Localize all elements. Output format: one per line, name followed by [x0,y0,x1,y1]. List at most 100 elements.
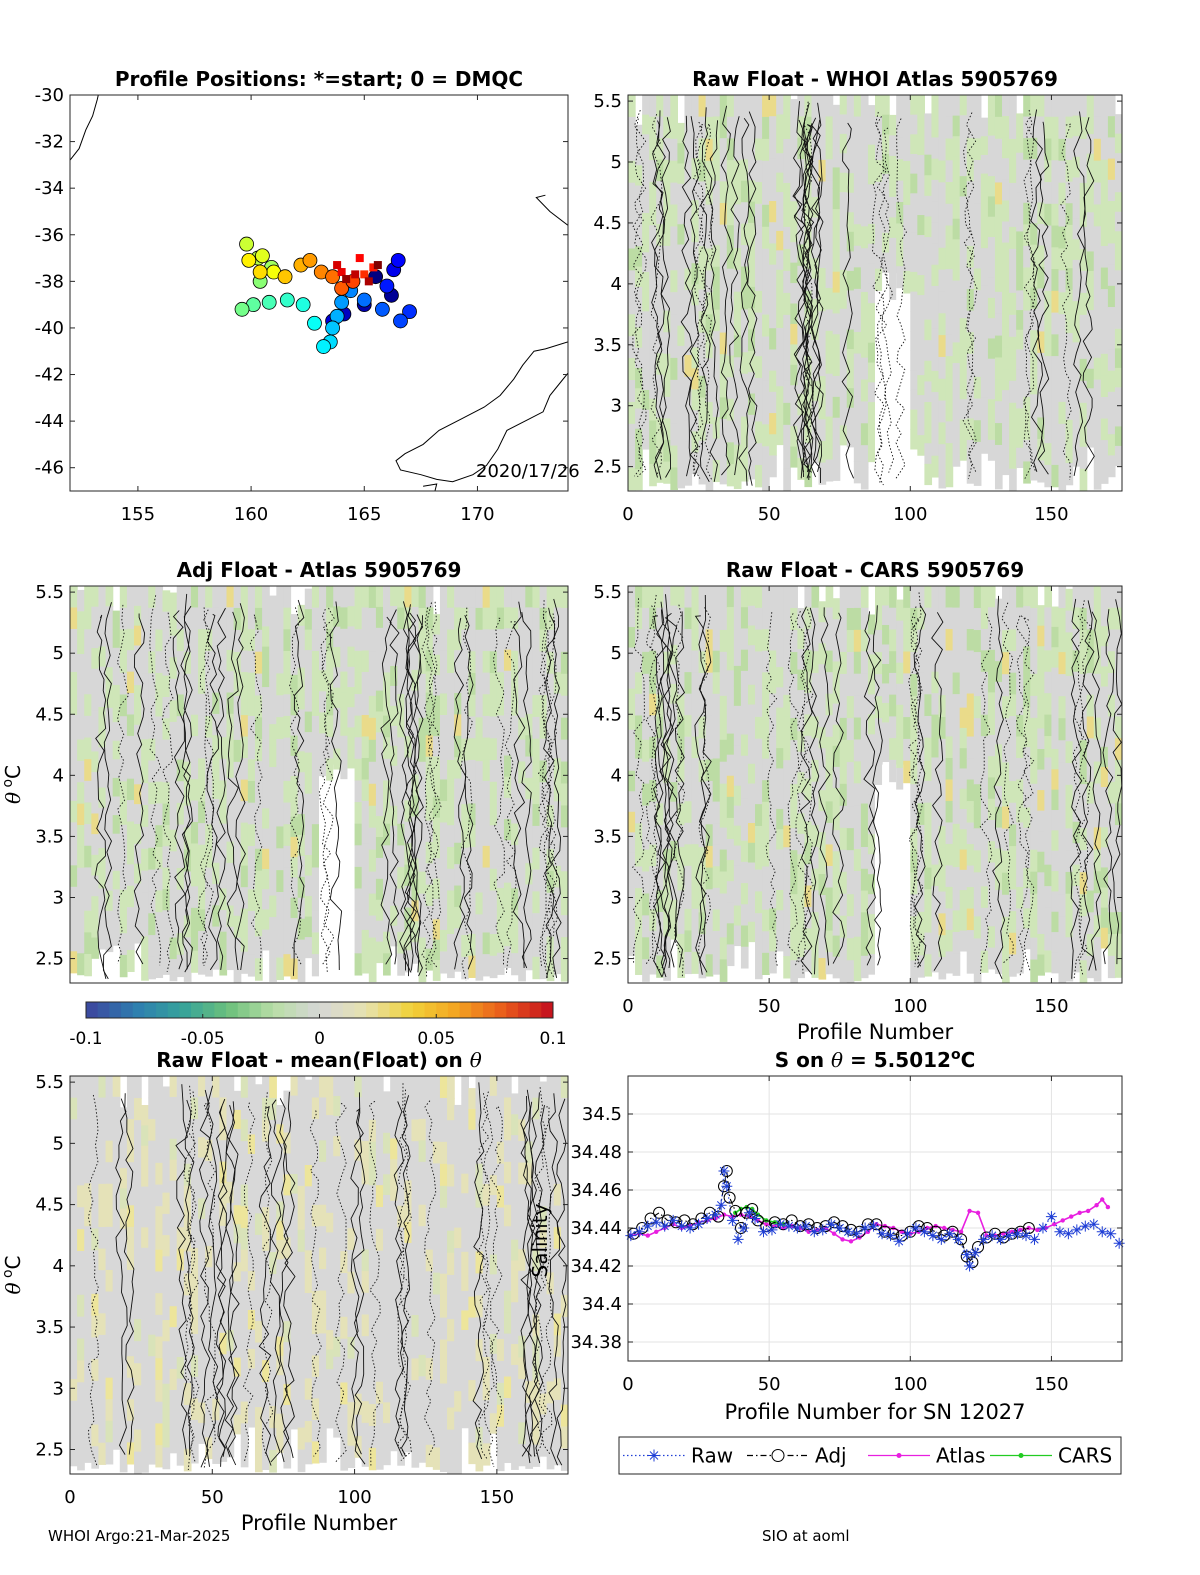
heat-cell [910,271,918,293]
heat-cell [532,869,541,892]
heat-cell [425,905,434,928]
heat-cell [867,243,876,265]
heat-cell [468,890,477,913]
heat-cell [1002,263,1010,286]
heat-cell [1030,761,1038,785]
heat-cell [931,843,940,866]
heat-cell [1030,827,1038,851]
heat-cell [134,843,142,865]
heat-cell [297,625,306,648]
heat-cell [1009,651,1017,674]
heat-cell [77,782,85,805]
track-point [255,248,270,264]
heat-cell [1030,586,1038,609]
heat-cell [468,846,477,870]
heat-cell [1093,739,1102,763]
heat-cell [846,173,855,194]
heat-cell [162,1362,171,1385]
heat-cell [797,710,806,732]
heat-cell [105,870,114,892]
heat-cell [1107,222,1116,245]
heat-cell [532,586,541,609]
heat-cell [240,629,249,652]
heat-cell [91,813,100,835]
heat-cell [712,331,721,354]
heat-cell [663,695,671,719]
heat-cell [1079,138,1088,162]
heat-cell [1114,955,1122,978]
heat-cell [560,607,568,631]
heat-cell [755,160,763,183]
heat-cell [628,647,636,669]
heat-cell [740,95,749,118]
heat-cell [790,630,798,653]
heat-cell [283,910,292,934]
heat-cell [447,890,455,913]
heat-cell [77,611,85,634]
heat-cell [105,1162,114,1185]
heat-cell [1107,179,1116,202]
heat-cell [482,889,491,912]
heat-cell [804,799,813,822]
heat-cell [183,1185,192,1209]
heat-cell [924,910,933,934]
heat-cell [269,874,277,897]
heat-cell [747,95,756,117]
heat-cell [198,1157,206,1179]
heat-cell [340,1185,349,1208]
heat-cell [1051,911,1060,933]
heat-cell [205,1267,213,1290]
heat-cell [818,832,827,854]
heat-cell [1114,738,1122,761]
heat-cell [642,586,650,609]
heat-cell [553,758,562,781]
heat-cell [769,370,777,393]
heat-cell [882,702,890,724]
heat-cell [987,338,996,360]
heat-cell [1058,336,1067,359]
heat-cell [769,865,777,888]
heat-cell [656,933,664,957]
heat-cell [642,429,650,450]
heat-cell [375,1425,384,1448]
heat-cell [276,826,285,849]
heat-cell [347,1249,356,1273]
heat-cell [747,902,756,923]
heat-cell [397,1119,405,1142]
heat-cell [126,1269,135,1293]
heat-cell [297,1383,306,1407]
contour-line [318,608,332,965]
heat-cell [454,1268,462,1290]
heat-cell [924,216,933,238]
heat-cell [783,160,791,184]
heat-cell [635,388,643,410]
heat-cell [546,783,555,806]
heat-cell [77,1338,85,1361]
heat-cell [776,269,784,290]
heat-cell [1009,694,1017,717]
heat-cell [931,434,940,457]
heat-cell [283,607,292,630]
heat-cell [176,1184,185,1207]
heat-cell [447,933,455,957]
heat-cell [169,894,178,917]
heat-cell [560,937,568,960]
heat-cell [155,759,164,783]
heat-cell [867,322,876,344]
heat-cell [1093,313,1102,337]
heat-cell [966,418,975,441]
heat-cell [226,841,235,864]
heat-cell [740,883,749,905]
heat-cell [361,607,370,630]
heat-cell [212,1076,220,1099]
heat-cell [134,1341,142,1364]
heat-cell [1114,367,1122,388]
heat-cell [635,205,643,227]
heat-cell [677,345,686,367]
y-tick-label: 4.5 [593,704,622,725]
heat-cell [1058,380,1067,403]
heat-cell [726,881,735,903]
heat-cell [1023,928,1031,950]
heat-cell [1016,607,1024,630]
heat-cell [439,607,448,630]
